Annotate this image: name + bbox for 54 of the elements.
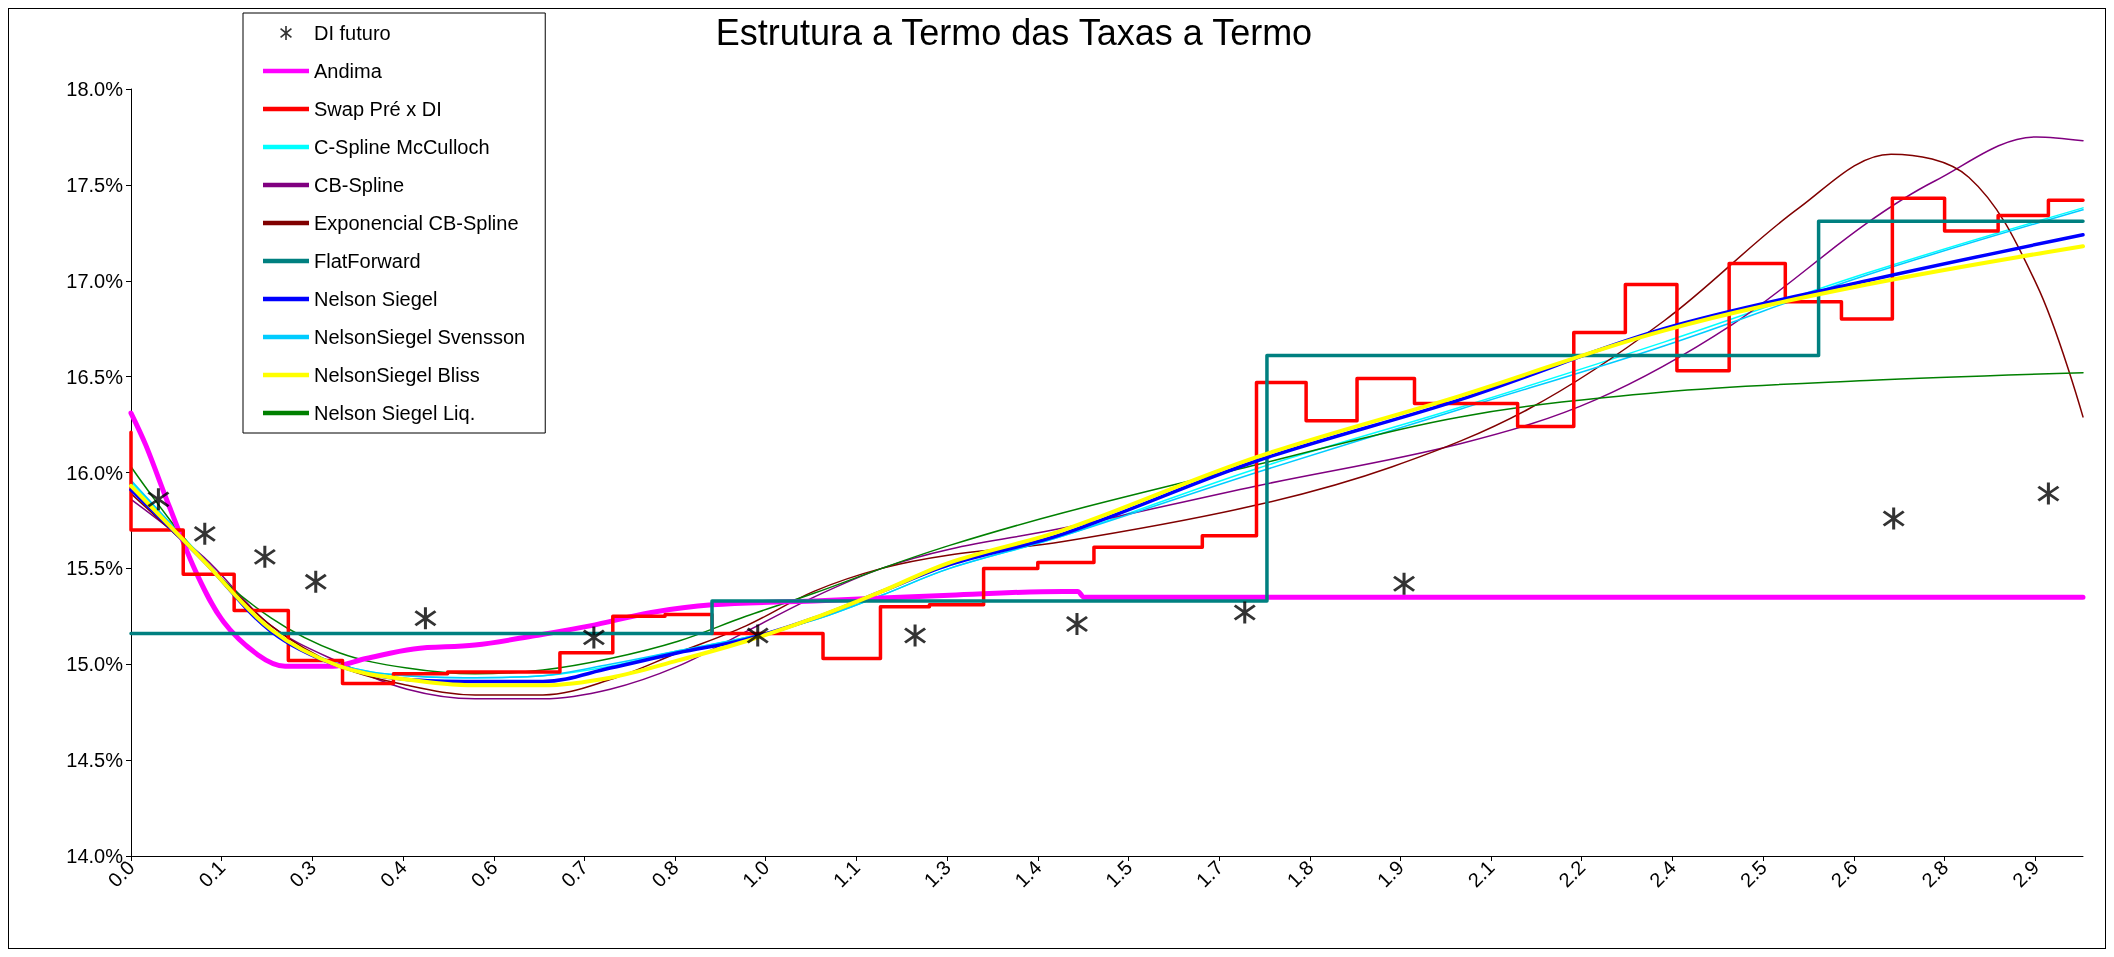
point	[304, 570, 327, 593]
legend-label: DI futuro	[314, 22, 391, 44]
y-tick-label: 16.5%	[66, 365, 124, 388]
y-tick-label: 17.0%	[66, 269, 124, 292]
y-tick-label: 15.0%	[66, 653, 124, 676]
point	[1882, 507, 1905, 530]
legend-label: FlatForward	[314, 250, 421, 272]
legend-label: Nelson Siegel Liq.	[314, 402, 476, 424]
point	[1393, 572, 1416, 595]
x-tick-label: 2.2	[1554, 856, 1590, 892]
x-tick-label: 1.9	[1372, 856, 1408, 892]
point	[414, 607, 437, 630]
y-tick-label: 18.0%	[66, 78, 124, 100]
point	[1065, 612, 1088, 635]
x-tick-label: 1.1	[828, 856, 865, 892]
y-tick-label: 16.0%	[66, 461, 124, 484]
x-tick-label: 2.1	[1463, 856, 1499, 892]
point	[582, 626, 605, 649]
x-tick-label: 2.8	[1917, 856, 1953, 892]
y-tick-label: 17.5%	[66, 173, 124, 196]
legend-label: Exponencial CB-Spline	[314, 212, 519, 234]
point	[746, 624, 769, 647]
legend-label: Swap Pré x DI	[314, 98, 442, 120]
y-tick-label: 15.5%	[66, 557, 124, 580]
x-tick-label: 1.0	[738, 856, 774, 892]
x-tick-label: 0.3	[285, 856, 321, 892]
x-tick-label: 1.5	[1101, 856, 1137, 892]
x-tick-label: 1.4	[1010, 856, 1046, 892]
x-tick-label: 0.1	[194, 856, 230, 892]
legend-label: Andima	[314, 60, 383, 82]
point	[1233, 601, 1256, 624]
point	[904, 624, 927, 647]
legend-label: C-Spline McCulloch	[314, 136, 490, 158]
x-tick-label: 1.7	[1191, 856, 1228, 892]
x-tick-label: 1.8	[1282, 856, 1318, 892]
x-tick-label: 0.4	[375, 856, 412, 892]
point	[253, 545, 276, 568]
x-tick-label: 0.7	[556, 856, 592, 892]
x-tick-label: 0.6	[466, 856, 502, 892]
x-tick-label: 2.6	[1826, 856, 1862, 892]
legend-label: Nelson Siegel	[314, 288, 438, 310]
legend-label: CB-Spline	[314, 174, 405, 196]
x-tick-label: 0.8	[647, 856, 683, 892]
x-tick-label: 2.9	[2007, 856, 2044, 892]
x-tick-label: 1.3	[919, 856, 955, 892]
x-tick-label: 2.4	[1644, 856, 1681, 892]
legend-label: NelsonSiegel Bliss	[314, 364, 480, 386]
point	[2037, 482, 2060, 505]
legend-label: NelsonSiegel Svensson	[314, 326, 526, 348]
point	[193, 522, 216, 545]
chart-title: Estrutura a Termo das Taxas a Termo	[715, 11, 1313, 53]
point	[147, 488, 170, 511]
x-tick-label: 2.5	[1735, 856, 1771, 892]
y-tick-label: 14.5%	[66, 749, 124, 772]
